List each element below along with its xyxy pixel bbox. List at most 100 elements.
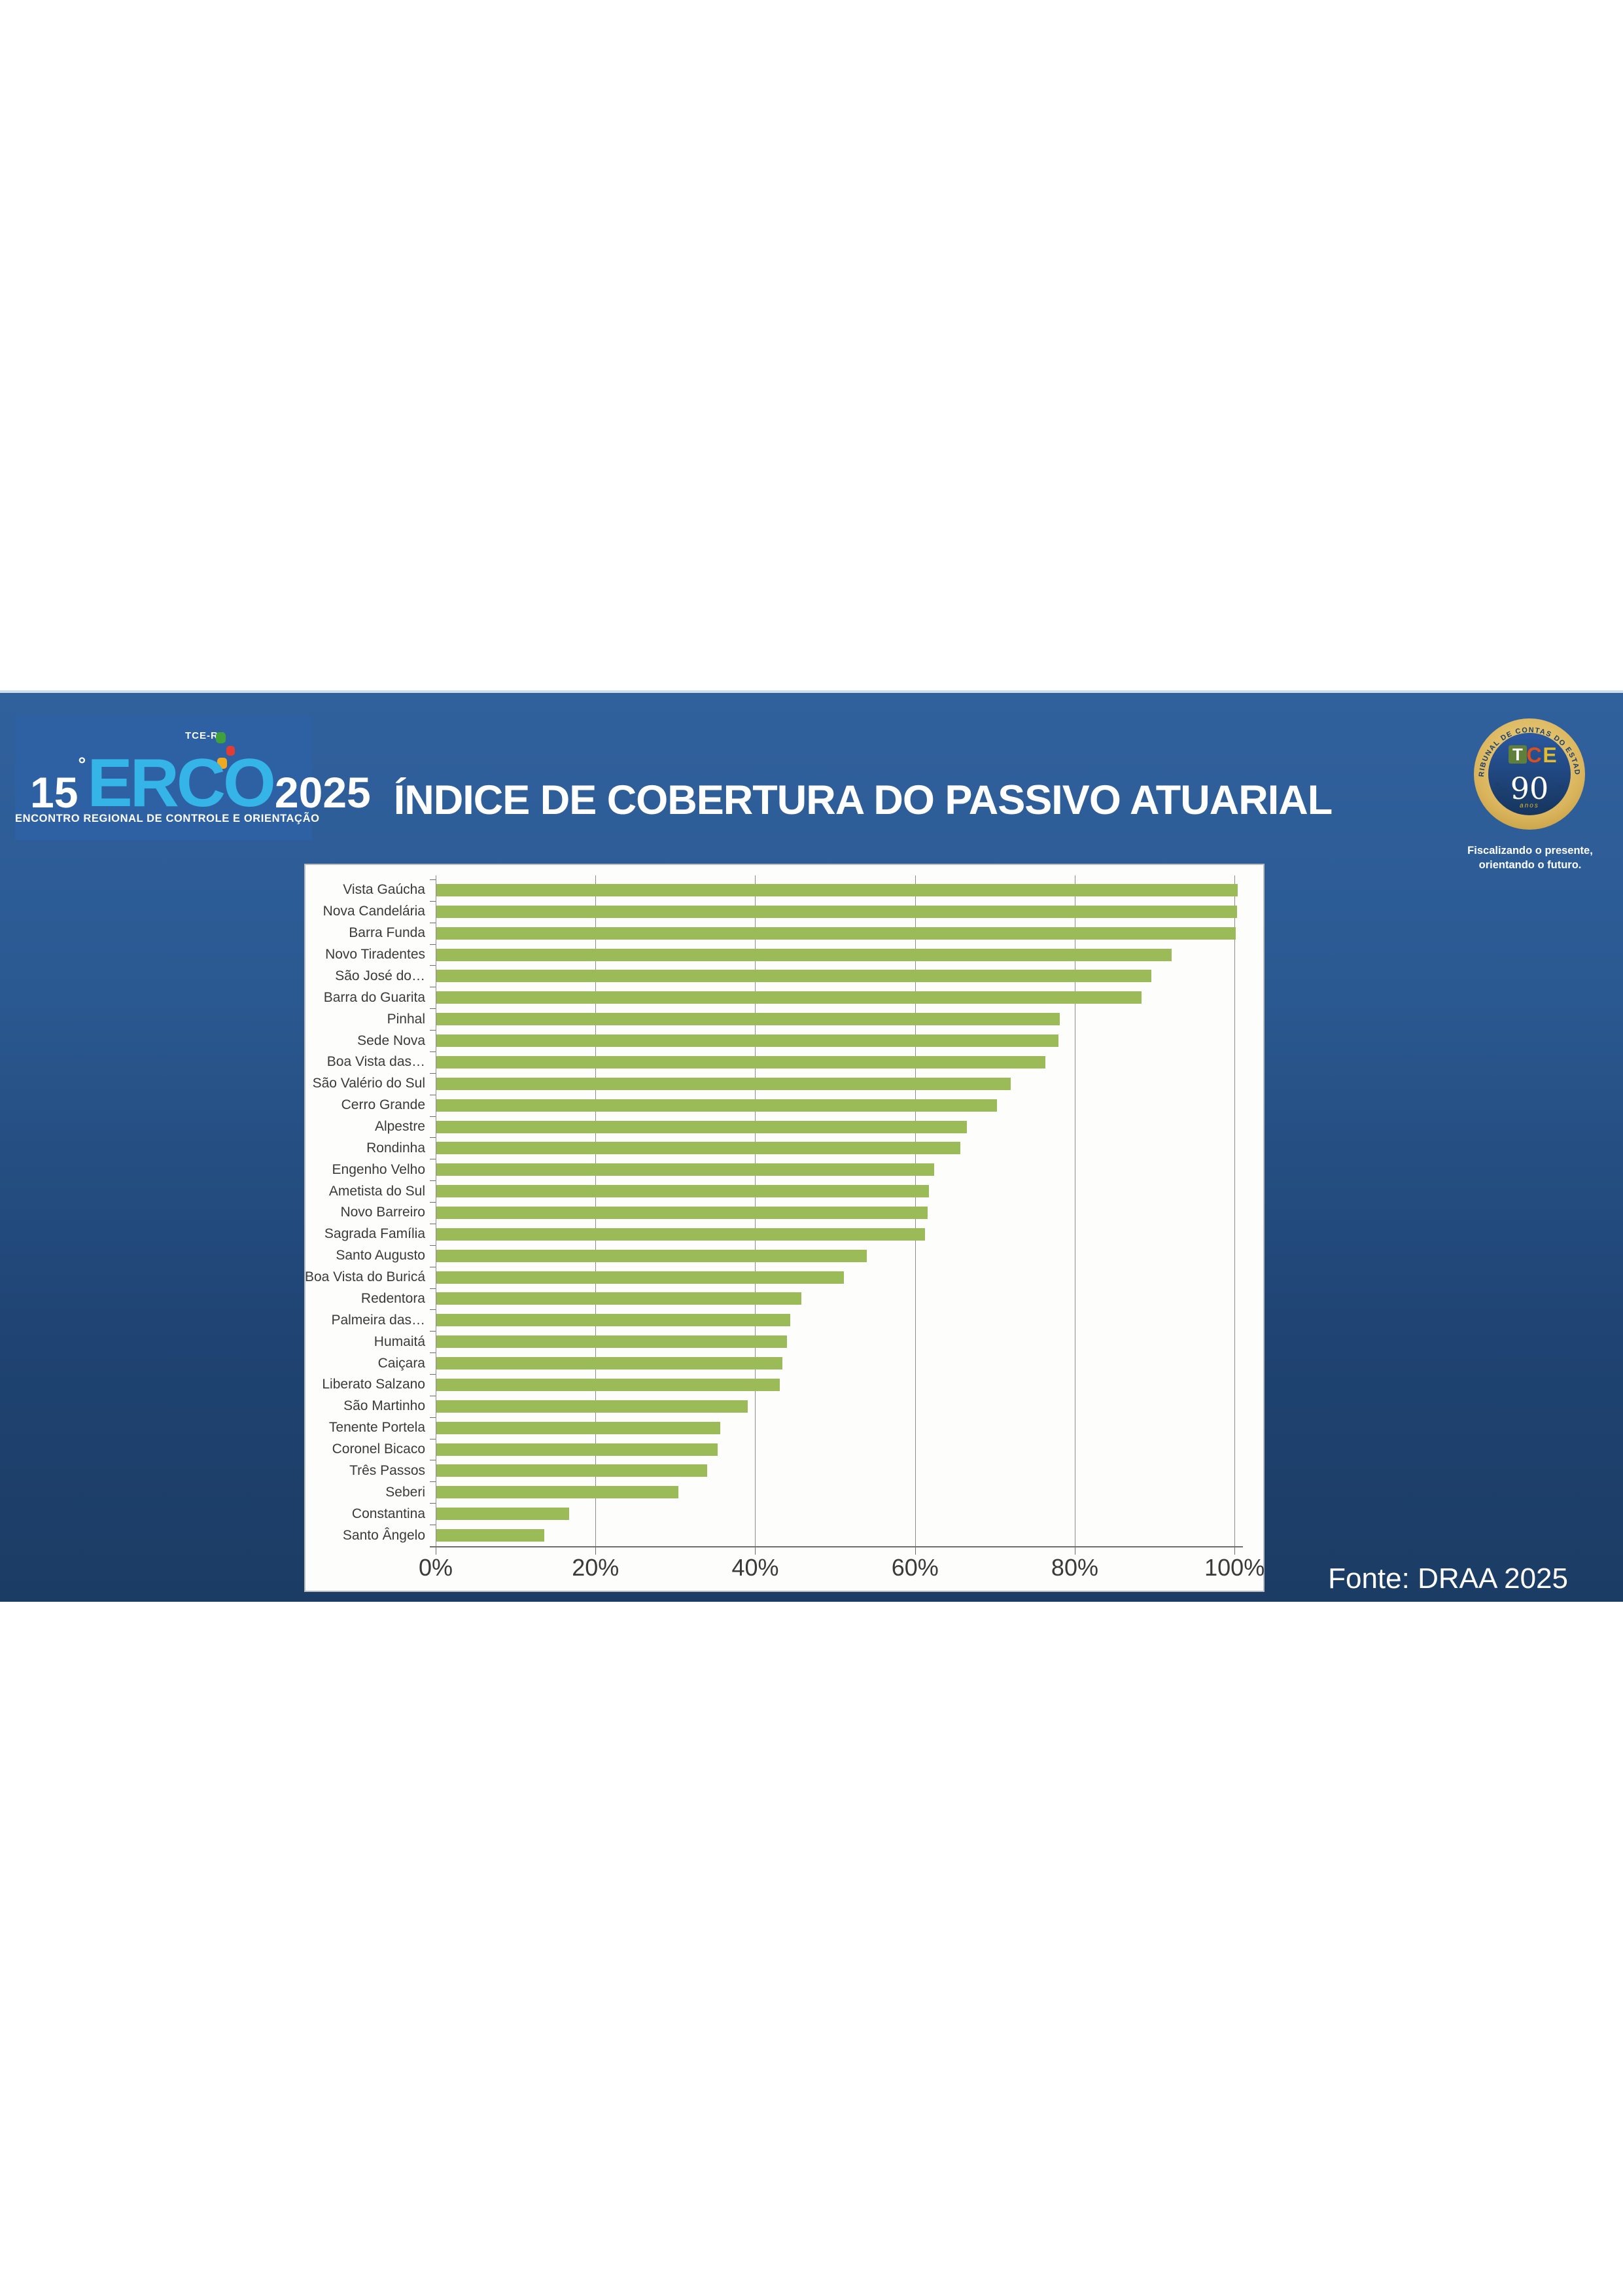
bar: [436, 1227, 926, 1241]
y-axis-tick: [430, 1051, 436, 1052]
y-axis-tick: [430, 965, 436, 966]
category-label: Redentora: [360, 1290, 425, 1306]
traffic-light-green-icon: [216, 732, 226, 743]
y-axis-tick: [430, 879, 436, 880]
category-label: Rondinha: [366, 1140, 425, 1156]
category-label: Barra do Guarita: [323, 989, 425, 1005]
traffic-light-yellow-icon: [217, 758, 227, 769]
category-label: Cerro Grande: [341, 1097, 425, 1113]
category-label: Boa Vista das…: [326, 1054, 425, 1070]
tce-letter-e: E: [1543, 743, 1556, 767]
y-axis-tick: [430, 1245, 436, 1246]
category-label: Palmeira das…: [331, 1312, 425, 1328]
bar: [436, 1529, 544, 1542]
category-label: Ametista do Sul: [328, 1183, 425, 1199]
gridline-100pct: [1234, 875, 1236, 1546]
source-note: Fonte: DRAA 2025: [1328, 1563, 1568, 1595]
x-axis-tick-label: 80%: [1051, 1554, 1098, 1581]
category-label: Sede Nova: [357, 1033, 425, 1048]
tce-slogan-line1: Fiscalizando o presente,: [1467, 845, 1593, 857]
category-label: Novo Barreiro: [340, 1205, 425, 1220]
category-label: Alpestre: [374, 1119, 425, 1134]
y-axis-tick: [430, 1481, 436, 1483]
bar: [436, 1335, 788, 1349]
bar: [436, 1163, 934, 1176]
erco-year: 2025: [274, 768, 371, 817]
y-axis-tick: [430, 1288, 436, 1289]
tce-slogan: Fiscalizando o presente, orientando o fu…: [1448, 843, 1612, 873]
y-axis-tick: [430, 1116, 436, 1117]
category-label: São Valério do Sul: [312, 1076, 425, 1091]
x-axis-tick-label: 0%: [418, 1554, 453, 1581]
tce-letter-t: T: [1512, 745, 1523, 764]
x-axis-tick: [755, 1547, 756, 1555]
erco-edition: 15°: [30, 753, 86, 817]
bar: [436, 1271, 844, 1284]
erco-org-label: TCE-RS: [185, 730, 226, 741]
y-axis-tick: [430, 1008, 436, 1010]
bar: [436, 991, 1142, 1004]
traffic-light-red-icon: [226, 746, 235, 756]
x-axis-tick-label: 20%: [572, 1554, 620, 1581]
badge-anos: anos: [1520, 802, 1539, 809]
y-axis-tick: [430, 1331, 436, 1332]
bar: [436, 905, 1237, 918]
category-label: Vista Gaúcha: [343, 882, 425, 898]
bar: [436, 1292, 802, 1305]
bar: [436, 927, 1236, 940]
bar: [436, 970, 1151, 983]
y-axis-tick: [430, 1180, 436, 1182]
x-axis-tick-label: 100%: [1204, 1554, 1265, 1581]
category-label: Barra Funda: [349, 925, 425, 941]
bar: [436, 1206, 928, 1219]
tce-t-block: [1509, 745, 1527, 764]
category-label: Humaitá: [374, 1333, 425, 1349]
x-axis-tick: [595, 1547, 597, 1555]
tce-slogan-line2: orientando o futuro.: [1478, 859, 1582, 872]
category-label: Três Passos: [349, 1462, 425, 1478]
y-axis-tick: [430, 944, 436, 945]
category-label: Santo Augusto: [336, 1248, 425, 1263]
x-axis-tick: [1234, 1547, 1236, 1555]
category-label: Boa Vista do Buricá: [304, 1269, 425, 1285]
bar: [436, 1249, 867, 1262]
bar: [436, 1464, 707, 1477]
bar: [436, 1142, 961, 1155]
bar: [436, 1120, 967, 1133]
bar: [436, 1055, 1045, 1069]
bar: [436, 1314, 790, 1327]
category-label: Engenho Velho: [332, 1161, 425, 1177]
x-axis-line: [430, 1546, 1243, 1547]
bar: [436, 1378, 780, 1391]
category-label: Sagrada Família: [324, 1226, 425, 1242]
x-axis-tick: [915, 1547, 916, 1555]
x-axis-tick-label: 60%: [891, 1554, 939, 1581]
category-label: Pinhal: [387, 1011, 425, 1027]
tce-letter-c: C: [1526, 743, 1541, 767]
category-label: Novo Tiradentes: [325, 947, 425, 963]
category-label: Seberi: [385, 1484, 425, 1500]
page-title: ÍNDICE DE COBERTURA DO PASSIVO ATUARIAL: [393, 777, 1333, 823]
bar: [436, 883, 1238, 896]
bar: [436, 1486, 679, 1499]
y-axis-tick: [430, 1374, 436, 1375]
bar: [436, 1013, 1060, 1026]
x-axis-tick-label: 40%: [731, 1554, 779, 1581]
erco-logo-main: 15° ERCO 2025: [30, 737, 371, 817]
y-axis-tick: [430, 1417, 436, 1418]
y-axis-tick: [430, 1352, 436, 1354]
bar: [436, 948, 1172, 961]
category-label: Liberato Salzano: [322, 1377, 425, 1392]
y-axis-tick: [430, 1137, 436, 1139]
badge-90: 90: [1510, 771, 1549, 806]
y-axis-tick: [430, 1202, 436, 1203]
y-axis-tick: [430, 1072, 436, 1074]
category-label: Nova Candelária: [323, 904, 425, 919]
category-label: Constantina: [351, 1506, 425, 1521]
erco-degree: °: [78, 753, 86, 775]
y-axis-tick: [430, 1309, 436, 1311]
tce-90-anos-badge: TRIBUNAL DE CONTAS DO ESTADO RIO GRANDE …: [1473, 718, 1585, 830]
category-label: São José do…: [335, 968, 425, 983]
bar: [436, 1421, 720, 1434]
